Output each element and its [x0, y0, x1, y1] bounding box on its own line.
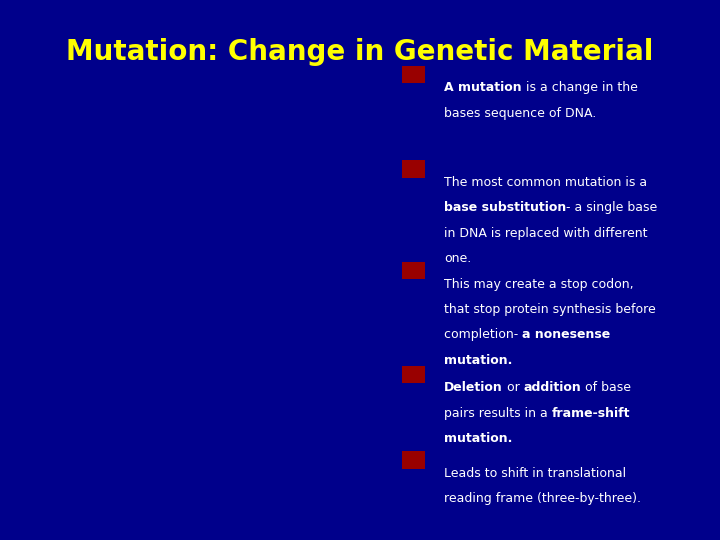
Text: mutation.: mutation.: [444, 432, 513, 445]
Text: - a single base: - a single base: [567, 201, 657, 214]
Text: is a change in the: is a change in the: [522, 82, 638, 94]
Text: a nonesense: a nonesense: [523, 328, 611, 341]
Text: or: or: [503, 381, 523, 394]
Bar: [402, 366, 425, 383]
Text: pairs results in a: pairs results in a: [444, 407, 552, 420]
Text: base substitution: base substitution: [444, 201, 567, 214]
Text: A mutation: A mutation: [444, 82, 522, 94]
Text: Deletion: Deletion: [444, 381, 503, 394]
Text: frame-shift: frame-shift: [552, 407, 631, 420]
Text: completion-: completion-: [444, 328, 523, 341]
Bar: [402, 451, 425, 469]
Bar: [402, 65, 425, 83]
Text: This may create a stop codon,: This may create a stop codon,: [444, 278, 634, 291]
Text: bases sequence of DNA.: bases sequence of DNA.: [444, 107, 596, 120]
Text: one.: one.: [444, 252, 472, 265]
Text: The most common mutation is a: The most common mutation is a: [444, 176, 647, 189]
Text: that stop protein synthesis before: that stop protein synthesis before: [444, 303, 656, 316]
Bar: [402, 160, 425, 178]
Bar: [402, 262, 425, 279]
Text: mutation.: mutation.: [444, 354, 513, 367]
Text: reading frame (three-by-three).: reading frame (three-by-three).: [444, 492, 642, 505]
Text: in DNA is replaced with different: in DNA is replaced with different: [444, 227, 648, 240]
Text: of base: of base: [582, 381, 631, 394]
Text: addition: addition: [523, 381, 582, 394]
Text: Leads to shift in translational: Leads to shift in translational: [444, 467, 626, 480]
Text: Mutation: Change in Genetic Material: Mutation: Change in Genetic Material: [66, 38, 654, 66]
